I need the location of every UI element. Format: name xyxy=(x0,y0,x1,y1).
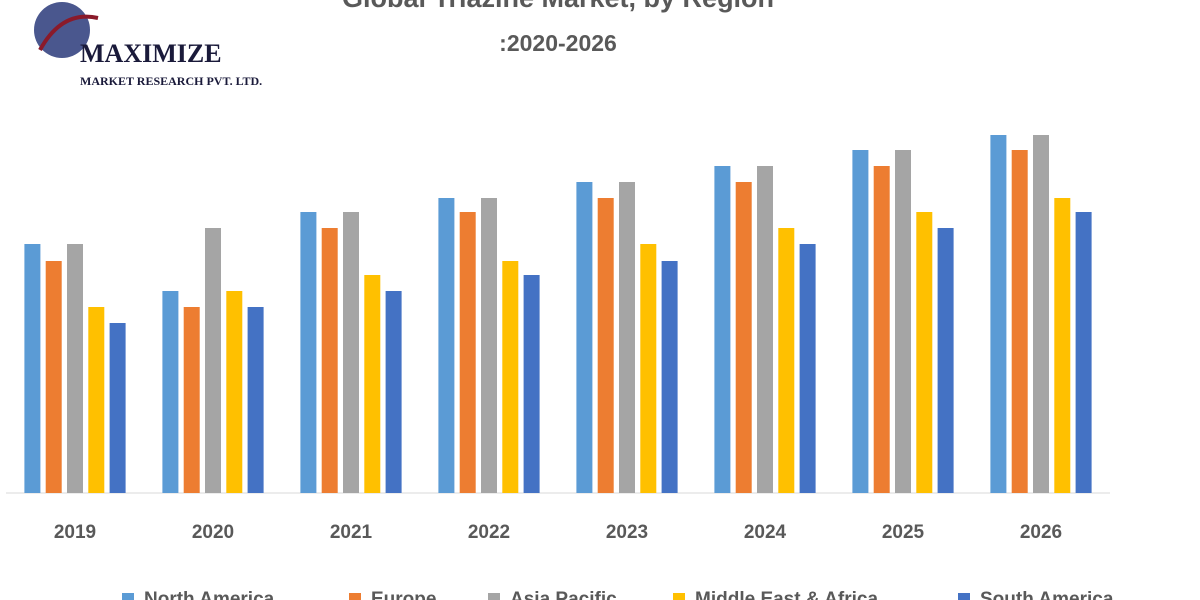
chart-subtitle: :2020-2026 xyxy=(499,30,617,56)
bar xyxy=(24,244,41,493)
bar xyxy=(873,166,890,493)
legend-swatch xyxy=(488,593,500,600)
bar xyxy=(714,166,731,493)
bar xyxy=(1075,212,1092,493)
bar xyxy=(916,212,933,493)
bar xyxy=(205,228,221,493)
bar xyxy=(385,291,402,493)
legend-swatch xyxy=(958,593,970,600)
bar xyxy=(619,182,635,493)
bar xyxy=(438,198,455,493)
x-tick-label: 2024 xyxy=(744,522,787,543)
bar xyxy=(778,228,795,493)
bar xyxy=(364,275,381,493)
bar xyxy=(852,150,869,493)
x-tick-label: 2019 xyxy=(54,522,96,543)
x-tick-label: 2025 xyxy=(882,522,925,543)
legend-label: Europe xyxy=(371,589,436,600)
logo: MAXIMIZE MARKET RESEARCH PVT. LTD. xyxy=(34,2,262,88)
bar xyxy=(576,182,593,493)
bar xyxy=(226,291,243,493)
bar xyxy=(459,212,476,493)
bar xyxy=(321,228,338,493)
legend-swatch xyxy=(673,593,685,600)
bar xyxy=(162,291,179,493)
bar xyxy=(109,323,126,493)
chart-title: Global Triazine Market, by Region xyxy=(342,0,774,13)
x-tick-label: 2022 xyxy=(468,522,510,543)
bar xyxy=(895,150,911,493)
x-tick-label: 2020 xyxy=(192,522,234,543)
bar xyxy=(1054,198,1071,493)
legend-label: South America xyxy=(980,589,1114,600)
x-tick-label: 2021 xyxy=(330,522,373,543)
legend-label: North America xyxy=(144,589,275,600)
bar xyxy=(88,307,105,493)
bar xyxy=(247,307,264,493)
x-tick-label: 2023 xyxy=(606,522,648,543)
bar xyxy=(1033,135,1049,493)
bar xyxy=(45,261,62,493)
x-tick-label: 2026 xyxy=(1020,522,1062,543)
bar xyxy=(597,198,614,493)
bar xyxy=(300,212,317,493)
legend-label: Asia Pacific xyxy=(510,589,617,600)
logo-swoosh xyxy=(38,14,99,51)
bar xyxy=(640,244,657,493)
bar xyxy=(502,261,519,493)
bar xyxy=(990,135,1007,493)
bar xyxy=(343,212,359,493)
bar xyxy=(735,182,752,493)
bar xyxy=(481,198,497,493)
logo-name: MAXIMIZE xyxy=(80,39,222,68)
bar xyxy=(661,261,678,493)
legend-swatch xyxy=(349,593,361,600)
bar xyxy=(1011,150,1028,493)
bar xyxy=(67,244,83,493)
logo-subtitle: MARKET RESEARCH PVT. LTD. xyxy=(80,74,262,88)
legend-swatch xyxy=(122,593,134,600)
bar xyxy=(799,244,816,493)
bar xyxy=(757,166,773,493)
bar xyxy=(183,307,200,493)
bar xyxy=(937,228,954,493)
bar xyxy=(523,275,540,493)
legend-label: Middle East & Africa xyxy=(695,589,878,600)
